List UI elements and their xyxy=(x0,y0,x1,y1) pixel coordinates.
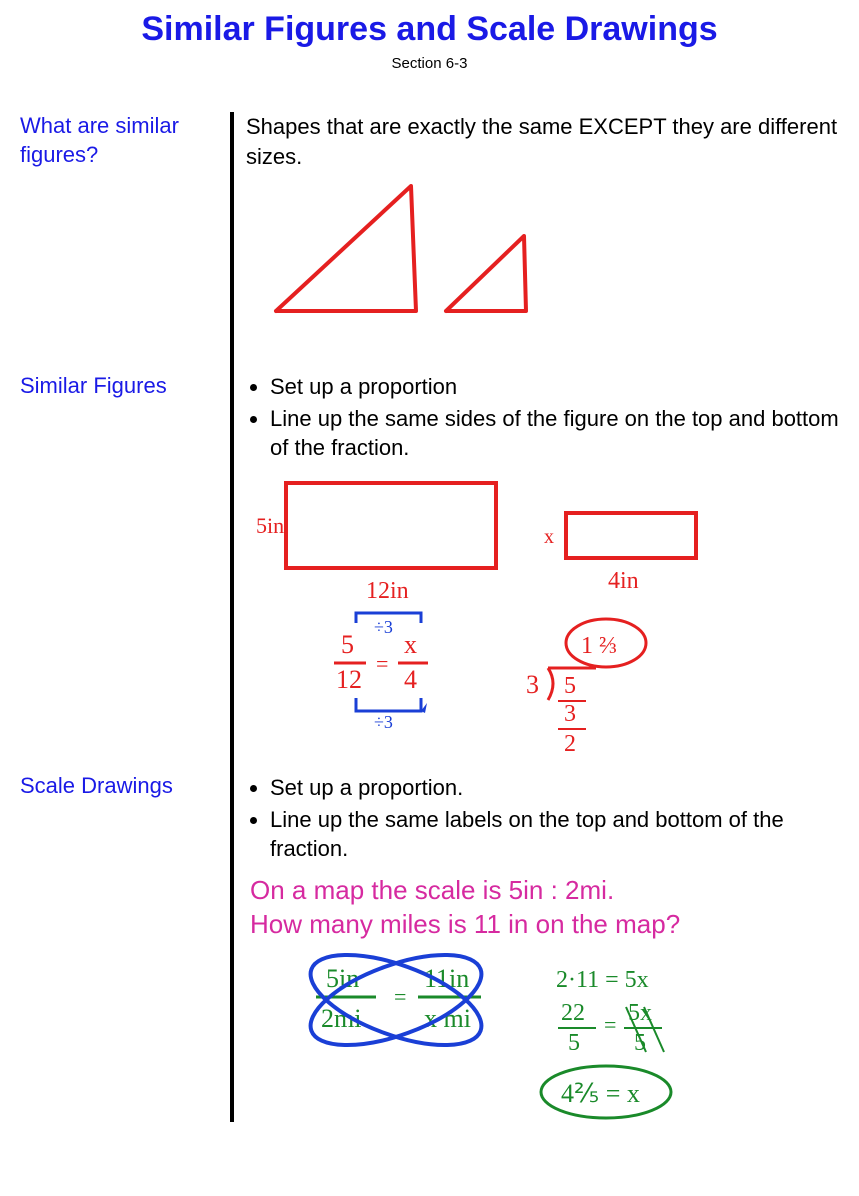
svg-text:3: 3 xyxy=(564,701,576,727)
svg-text:22: 22 xyxy=(561,1000,585,1026)
rect2-left-label: x xyxy=(544,526,554,548)
svg-text:2: 2 xyxy=(564,731,576,757)
svg-text:5: 5 xyxy=(564,673,576,699)
vertical-divider xyxy=(230,112,234,1122)
svg-text:=: = xyxy=(394,984,406,1009)
scale-work-diagram: 5in 2mi = 11in x mi 2·11 = 5x 22 xyxy=(246,952,806,1122)
rect2-bottom-label: 4in xyxy=(608,568,639,594)
list-item: Set up a proportion xyxy=(270,372,839,402)
list-item: Line up the same labels on the top and b… xyxy=(270,805,839,864)
rectangles-proportion-diagram: 5in 12in x 4in 5 12 = x 4 xyxy=(246,473,806,773)
svg-text:5x: 5x xyxy=(628,1000,652,1026)
svg-text:=: = xyxy=(604,1012,616,1037)
label-similar-figures: Similar Figures xyxy=(20,372,220,401)
svg-text:5: 5 xyxy=(341,630,354,659)
label-similar-figures-q: What are similar figures? xyxy=(20,112,220,169)
rect1-left-label: 5in xyxy=(256,513,284,538)
triangles-diagram xyxy=(246,181,566,331)
svg-text:2·11 = 5x: 2·11 = 5x xyxy=(556,967,649,993)
page-title: Similar Figures and Scale Drawings xyxy=(20,10,839,49)
similar-figures-steps: Set up a proportion Line up the same sid… xyxy=(246,372,839,463)
svg-text:3: 3 xyxy=(526,670,539,699)
scale-drawings-steps: Set up a proportion. Line up the same la… xyxy=(246,773,839,864)
rect1-bottom-label: 12in xyxy=(366,578,409,604)
svg-text:x mi: x mi xyxy=(424,1004,471,1033)
section-number: Section 6-3 xyxy=(20,55,839,72)
list-item: Line up the same sides of the figure on … xyxy=(270,404,839,463)
problem-line-2: How many miles is 11 in on the map? xyxy=(250,908,839,942)
list-item: Set up a proportion. xyxy=(270,773,839,803)
svg-text:÷3: ÷3 xyxy=(374,617,393,637)
svg-text:x: x xyxy=(404,630,417,659)
definition-text: Shapes that are exactly the same EXCEPT … xyxy=(246,112,839,171)
svg-text:=: = xyxy=(376,651,388,676)
svg-text:5: 5 xyxy=(634,1030,646,1056)
final-answer: 4⅖ = x xyxy=(561,1079,640,1108)
svg-text:12: 12 xyxy=(336,665,362,694)
word-problem: On a map the scale is 5in : 2mi. How man… xyxy=(250,874,839,942)
svg-text:÷3: ÷3 xyxy=(374,712,393,732)
problem-line-1: On a map the scale is 5in : 2mi. xyxy=(250,874,839,908)
svg-text:1 ⅔: 1 ⅔ xyxy=(581,633,617,659)
svg-text:4: 4 xyxy=(404,665,417,694)
svg-text:5: 5 xyxy=(568,1030,580,1056)
label-scale-drawings: Scale Drawings xyxy=(20,772,220,801)
